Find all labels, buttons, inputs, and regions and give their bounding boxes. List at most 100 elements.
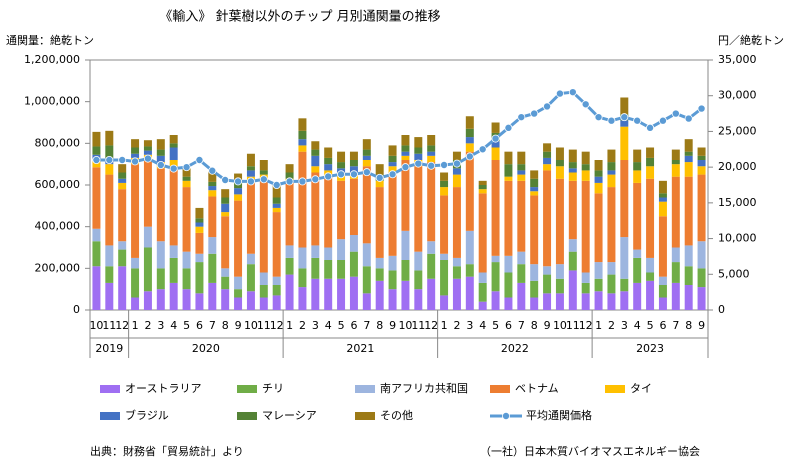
bar-segment <box>504 255 513 273</box>
bar-segment <box>118 241 127 250</box>
bar-segment <box>324 157 333 165</box>
bar-segment <box>517 251 526 265</box>
legend-swatch <box>355 412 375 420</box>
bar-segment <box>221 276 230 290</box>
bar-segment <box>620 126 629 160</box>
bar-segment <box>118 182 127 190</box>
legend-label: チリ <box>262 382 284 395</box>
year-label: 2021 <box>346 342 374 355</box>
x-tick-label: 8 <box>222 319 229 332</box>
x-tick-label: 9 <box>235 319 242 332</box>
bar-segment <box>620 237 629 279</box>
x-tick-label: 8 <box>376 319 383 332</box>
bar-segment <box>234 188 243 195</box>
bar-segment <box>594 262 603 279</box>
bar-segment <box>633 257 642 283</box>
legend-swatch <box>237 385 257 393</box>
x-tick-label: 4 <box>325 319 332 332</box>
bar-segment <box>594 193 603 263</box>
bar-segment <box>440 295 449 310</box>
bar-segment <box>195 207 204 219</box>
bar-segment <box>195 226 204 233</box>
bar-segment <box>427 253 436 279</box>
bar-segment <box>658 276 667 285</box>
bar-segment <box>285 164 294 173</box>
x-tick-label: 5 <box>338 319 345 332</box>
price-marker <box>388 170 397 179</box>
bar-segment <box>491 122 500 133</box>
bar-segment <box>568 270 577 310</box>
price-marker <box>143 154 152 163</box>
bar-segment <box>427 162 436 242</box>
bar-segment <box>221 216 230 269</box>
x-tick-label: 7 <box>209 319 216 332</box>
bar-segment <box>465 230 474 265</box>
legend-label: ブラジル <box>125 408 169 422</box>
x-tick-label: 2 <box>608 319 615 332</box>
x-tick-label: 1 <box>441 319 448 332</box>
x-tick-label: 2 <box>144 319 151 332</box>
price-marker <box>697 104 706 113</box>
y2-tick-label: 20,000 <box>718 160 757 173</box>
bar-segment <box>581 272 590 283</box>
bar-segment <box>568 162 577 169</box>
bar-segment <box>311 141 320 150</box>
price-marker <box>491 134 500 143</box>
bar-segment <box>105 145 114 158</box>
bar-segment <box>92 228 101 242</box>
x-tick-label: 12 <box>579 319 593 332</box>
x-tick-label: 11 <box>102 319 116 332</box>
y-tick-label: 600,000 <box>35 178 81 191</box>
bar-segment <box>375 180 384 188</box>
price-marker <box>259 175 268 184</box>
x-tick-label: 1 <box>132 319 139 332</box>
bar-segment <box>246 182 255 254</box>
bar-segment <box>671 176 680 248</box>
bar-segment <box>658 180 667 194</box>
bar-segment <box>620 120 629 127</box>
bar-segment <box>259 180 268 273</box>
bar-segment <box>105 164 114 175</box>
bar-segment <box>646 178 655 258</box>
price-marker <box>530 109 539 118</box>
bar-segment <box>156 241 165 269</box>
bar-segment <box>246 253 255 265</box>
y2-axis-label: 円／絶乾トン <box>718 33 784 47</box>
bar-segment <box>324 247 333 260</box>
x-tick-label: 12 <box>424 319 438 332</box>
y-tick-label: 1,200,000 <box>24 53 80 66</box>
y-tick-label: 200,000 <box>35 261 81 274</box>
price-marker <box>375 173 384 182</box>
bar-segment <box>362 266 371 294</box>
x-tick-label: 2 <box>453 319 460 332</box>
bar-segment <box>504 151 513 165</box>
bar-segment <box>221 268 230 277</box>
bar-segment <box>362 166 371 244</box>
price-marker <box>671 109 680 118</box>
bar-segment <box>697 147 706 156</box>
bar-segment <box>646 280 655 310</box>
bar-segment <box>581 282 590 294</box>
y2-tick-label: 10,000 <box>718 232 757 245</box>
legend-label: 南アフリカ共和国 <box>380 382 468 395</box>
bar-segment <box>401 160 410 231</box>
bar-segment <box>388 255 397 271</box>
bar-segment <box>169 135 178 144</box>
bar-segment <box>620 160 629 238</box>
bar-segment <box>440 260 449 296</box>
bar-segment <box>427 155 436 163</box>
bar-segment <box>298 287 307 310</box>
bar-segment <box>156 139 165 150</box>
bar-segment <box>195 293 204 310</box>
bar-segment <box>517 264 526 283</box>
bar-segment <box>169 166 178 246</box>
bar-segment <box>311 278 320 310</box>
price-marker <box>517 113 526 122</box>
price-marker <box>633 116 642 125</box>
bar-segment <box>221 289 230 310</box>
bar-segment <box>530 264 539 281</box>
price-marker <box>465 152 474 161</box>
x-tick-label: 10 <box>398 319 412 332</box>
bar-segment <box>143 146 152 151</box>
